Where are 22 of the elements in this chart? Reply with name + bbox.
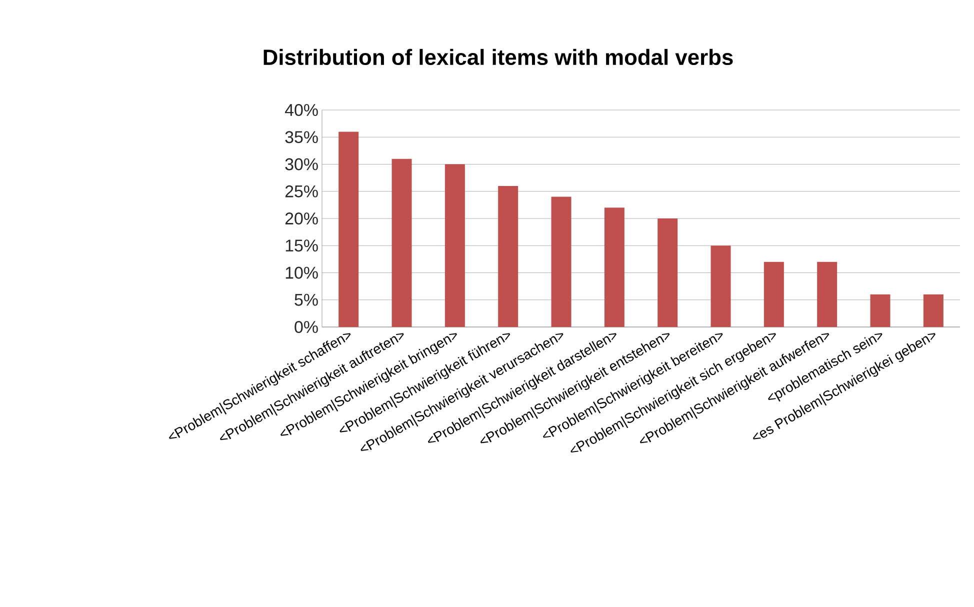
- bar: [658, 218, 678, 327]
- bar: [710, 246, 731, 327]
- bar: [338, 132, 359, 327]
- bar: [551, 196, 572, 327]
- y-tick-label: 10%: [286, 266, 318, 279]
- y-tick-label: 25%: [285, 185, 318, 198]
- y-tick-label: 0%: [294, 320, 318, 333]
- bar: [392, 158, 412, 327]
- y-tick-label: 40%: [284, 104, 318, 116]
- chart-title: Distribution of lexical items with modal verbs: [264, 48, 733, 66]
- bar: [444, 164, 465, 327]
- bar: [870, 294, 890, 327]
- bar: [817, 262, 838, 327]
- bar: [923, 294, 944, 327]
- bar: [498, 186, 518, 327]
- y-tick-label: 30%: [285, 158, 318, 170]
- bar: [604, 208, 624, 327]
- y-tick-label: 15%: [286, 240, 318, 252]
- bar: [764, 262, 784, 327]
- y-tick-label: 20%: [285, 212, 318, 224]
- y-tick-label: 5%: [294, 294, 318, 306]
- y-tick-label: 35%: [285, 131, 318, 144]
